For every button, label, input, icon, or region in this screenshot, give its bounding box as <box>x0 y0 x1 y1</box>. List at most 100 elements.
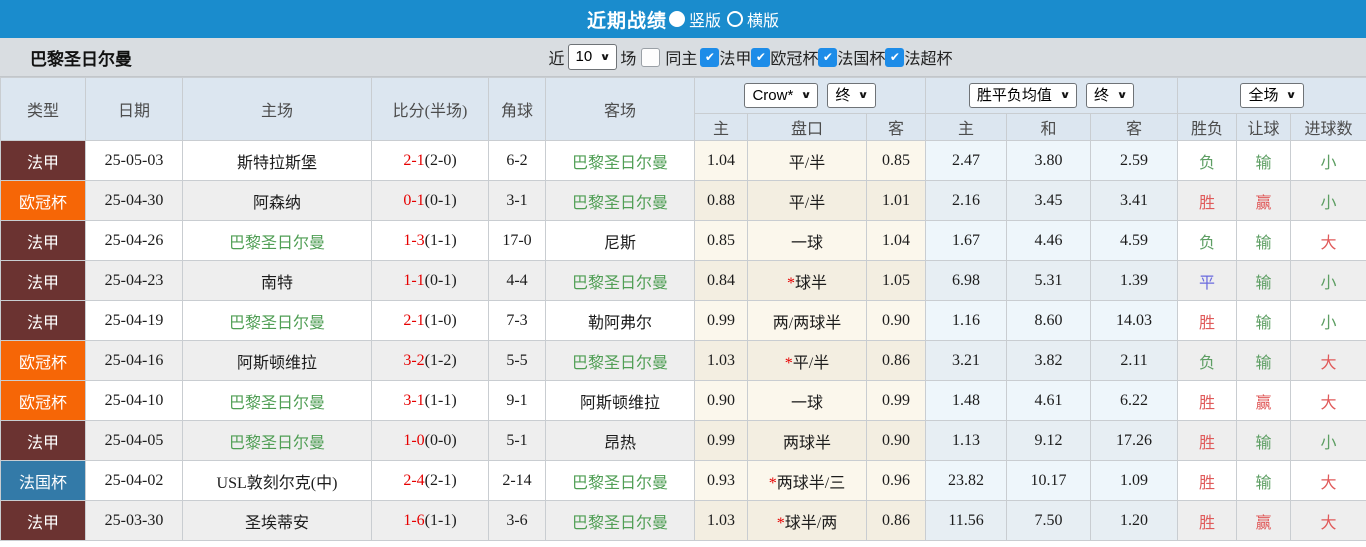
col-header-home: 主场 <box>182 77 372 141</box>
mean-time-select-value: 终 <box>1094 86 1110 104</box>
result-goals-cell: 大 <box>1290 460 1366 501</box>
mean-away-odds-cell: 1.39 <box>1090 260 1179 301</box>
away-team: 巴黎圣日尔曼 <box>545 460 695 501</box>
result-goals-cell: 小 <box>1290 420 1366 461</box>
home-team: 巴黎圣日尔曼 <box>182 380 372 421</box>
radio-horizontal-icon[interactable] <box>727 11 743 27</box>
mean-home-odds-cell: 3.21 <box>925 340 1008 381</box>
odds-home-cell: 1.03 <box>694 340 748 381</box>
odds-home-cell: 0.88 <box>694 180 748 221</box>
away-team: 勒阿弗尔 <box>545 300 695 341</box>
table-row: 法国杯 25-04-02 USL敦刻尔克(中) 2-4(2-1) 2-14 巴黎… <box>0 460 1366 501</box>
home-team: 阿斯顿维拉 <box>182 340 372 381</box>
league-checkbox-ucl[interactable] <box>751 47 771 67</box>
mean-away-odds-cell: 6.22 <box>1090 380 1179 421</box>
radio-vertical-icon[interactable] <box>668 11 685 27</box>
result-wdl-cell: 负 <box>1177 140 1238 181</box>
subheader-odds-away: 客 <box>865 113 927 141</box>
away-team: 阿斯顿维拉 <box>545 380 695 421</box>
away-team: 巴黎圣日尔曼 <box>545 140 695 181</box>
score-cell: 1-3(1-1) <box>371 220 489 261</box>
odds-home-cell: 0.90 <box>694 380 748 421</box>
subheader-result-goals: 进球数 <box>1290 113 1366 141</box>
corners-cell: 6-2 <box>488 140 546 181</box>
mean-away-odds-cell: 4.59 <box>1090 220 1179 261</box>
handicap-cell: *两球半/三 <box>747 460 867 501</box>
table-row: 欧冠杯 25-04-10 巴黎圣日尔曼 3-1(1-1) 9-1 阿斯顿维拉 0… <box>0 380 1366 421</box>
score-cell: 2-1(2-0) <box>371 140 489 181</box>
col-header-corners: 角球 <box>488 77 546 141</box>
handicap-cell: *球半 <box>747 260 867 301</box>
type-badge: 法甲 <box>0 260 86 301</box>
score-cell: 1-6(1-1) <box>371 500 489 541</box>
table-row: 法甲 25-04-19 巴黎圣日尔曼 2-1(1-0) 7-3 勒阿弗尔 0.9… <box>0 300 1366 341</box>
same-home-checkbox[interactable] <box>641 47 661 67</box>
col-header-type: 类型 <box>0 77 86 141</box>
result-handicap-cell: 输 <box>1236 420 1292 461</box>
home-team: 阿森纳 <box>182 180 372 221</box>
subheader-result-handicap: 让球 <box>1236 113 1292 141</box>
league-checkbox-coupe[interactable] <box>818 47 838 67</box>
home-team: 巴黎圣日尔曼 <box>182 300 372 341</box>
radio-vertical-label[interactable]: 竖版 <box>688 13 721 30</box>
topbar: 近期战绩 竖版 横版 <box>0 0 1366 38</box>
recent-label: 近 <box>548 51 565 68</box>
bookmaker-select-value: Crow* <box>752 86 794 104</box>
odds-away-cell: 1.05 <box>865 260 927 301</box>
games-label: 场 <box>620 51 637 68</box>
odds-home-cell: 1.04 <box>694 140 748 181</box>
mean-away-odds-cell: 2.11 <box>1090 340 1179 381</box>
mean-away-odds-cell: 3.41 <box>1090 180 1179 221</box>
corners-cell: 3-6 <box>488 500 546 541</box>
mean-type-select[interactable]: 胜平负均值 ∨ <box>968 82 1078 109</box>
mean-time-select[interactable]: 终 ∨ <box>1086 82 1135 109</box>
corners-cell: 9-1 <box>488 380 546 421</box>
mean-away-odds-cell: 1.20 <box>1090 500 1179 541</box>
subheader-odds-home: 主 <box>694 113 748 141</box>
mean-home-odds-cell: 11.56 <box>925 500 1008 541</box>
corners-cell: 2-14 <box>488 460 546 501</box>
period-select[interactable]: 全场 ∨ <box>1240 82 1304 109</box>
recent-count-select[interactable]: 10 ∨ <box>567 44 618 70</box>
mean-home-odds-cell: 23.82 <box>925 460 1008 501</box>
league-label-coupe[interactable]: 法国杯 <box>837 51 886 68</box>
bookmaker-select[interactable]: Crow* ∨ <box>744 82 819 109</box>
chevron-down-icon: ∨ <box>858 90 869 101</box>
league-label-ligue1[interactable]: 法甲 <box>719 51 752 68</box>
result-handicap-cell: 赢 <box>1236 380 1292 421</box>
league-label-ucl[interactable]: 欧冠杯 <box>770 51 819 68</box>
score-cell: 2-4(2-1) <box>371 460 489 501</box>
result-wdl-cell: 平 <box>1177 260 1238 301</box>
filter-bar: 巴黎圣日尔曼 近 10 ∨ 场 同主 法甲 欧冠杯 法国杯 法超杯 <box>0 38 1366 77</box>
mean-home-odds-cell: 1.67 <box>925 220 1008 261</box>
mean-home-odds-cell: 2.16 <box>925 180 1008 221</box>
type-badge: 法甲 <box>0 140 86 181</box>
league-checkbox-supercup[interactable] <box>885 47 905 67</box>
type-badge: 法国杯 <box>0 460 86 501</box>
result-wdl-cell: 胜 <box>1177 180 1238 221</box>
league-checkbox-ligue1[interactable] <box>700 47 720 67</box>
league-label-supercup[interactable]: 法超杯 <box>904 51 953 68</box>
chevron-down-icon: ∨ <box>1116 90 1128 101</box>
home-team: 南特 <box>182 260 372 301</box>
radio-horizontal-label[interactable]: 横版 <box>747 13 780 30</box>
result-wdl-cell: 负 <box>1177 340 1238 381</box>
result-goals-cell: 大 <box>1290 380 1366 421</box>
odds-away-cell: 0.96 <box>865 460 927 501</box>
handicap-cell: 一球 <box>747 220 867 261</box>
type-badge: 法甲 <box>0 220 86 261</box>
score-cell: 1-1(0-1) <box>371 260 489 301</box>
match-date: 25-04-19 <box>85 300 183 341</box>
away-team: 巴黎圣日尔曼 <box>545 500 695 541</box>
same-home-label[interactable]: 同主 <box>665 51 698 68</box>
odds-time-select[interactable]: 终 ∨ <box>827 82 876 109</box>
away-team: 尼斯 <box>545 220 695 261</box>
odds-away-cell: 0.85 <box>865 140 927 181</box>
subheader-handicap: 盘口 <box>747 113 867 141</box>
results-table: 类型 日期 主场 比分(半场) 角球 客场 Crow* ∨ 终 ∨ <box>0 77 1366 541</box>
team-name: 巴黎圣日尔曼 <box>30 49 132 69</box>
odds-time-select-value: 终 <box>835 86 851 104</box>
odds-away-cell: 1.04 <box>865 220 927 261</box>
mean-home-odds-cell: 2.47 <box>925 140 1008 181</box>
result-handicap-cell: 输 <box>1236 460 1292 501</box>
